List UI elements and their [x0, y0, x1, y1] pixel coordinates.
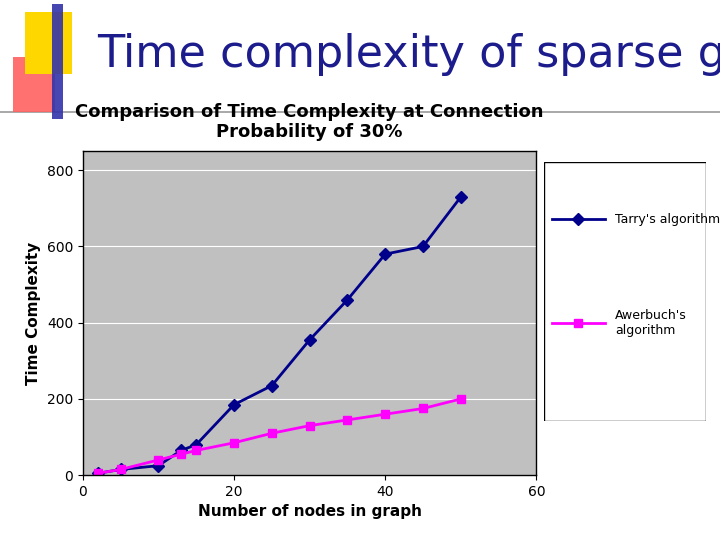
X-axis label: Number of nodes in graph: Number of nodes in graph: [197, 504, 422, 519]
FancyBboxPatch shape: [13, 57, 55, 112]
Text: Tarry's algorithm: Tarry's algorithm: [615, 213, 720, 226]
Text: Awerbuch's
algorithm: Awerbuch's algorithm: [615, 309, 687, 337]
Text: Time complexity of sparse graphs: Time complexity of sparse graphs: [97, 33, 720, 76]
Title: Comparison of Time Complexity at Connection
Probability of 30%: Comparison of Time Complexity at Connect…: [76, 103, 544, 141]
Y-axis label: Time Complexity: Time Complexity: [26, 241, 41, 385]
FancyBboxPatch shape: [544, 162, 706, 421]
FancyBboxPatch shape: [52, 4, 63, 119]
FancyBboxPatch shape: [25, 12, 72, 73]
